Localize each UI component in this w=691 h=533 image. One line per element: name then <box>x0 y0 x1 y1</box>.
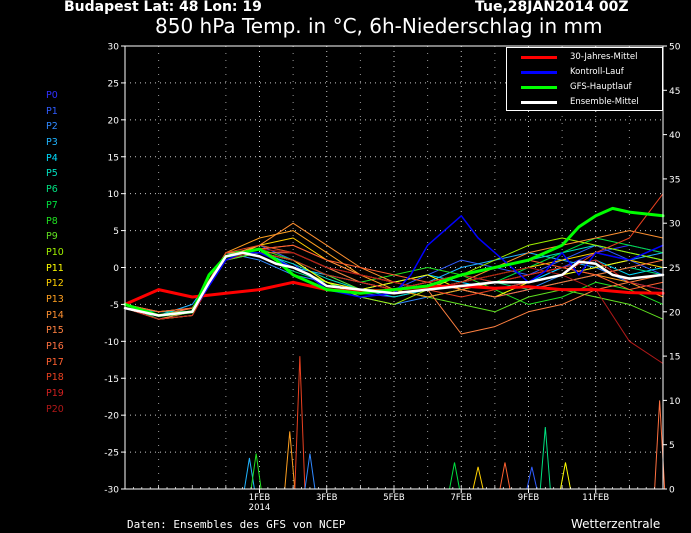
member-label: P3 <box>46 137 58 149</box>
member-label: P18 <box>46 372 64 384</box>
member-label: P4 <box>46 152 58 164</box>
precip-spike <box>284 431 296 490</box>
member-label: P5 <box>46 168 58 180</box>
y-right-tick-label: 20 <box>669 308 681 318</box>
y-left-tick-label: 10 <box>108 190 120 200</box>
precip-spike <box>499 462 511 490</box>
legend: 30-Jahres-Mittel Kontroll-Lauf GFS-Hauptla… <box>506 47 663 111</box>
y-right-tick-label: 50 <box>669 43 681 53</box>
member-label: P2 <box>46 121 58 133</box>
precip-spike <box>304 453 316 490</box>
x-tick-label: 7FEB <box>451 493 473 503</box>
x-tick-label: 9FEB <box>518 493 540 503</box>
x-tick-sublabel: 2014 <box>249 503 271 513</box>
member-label: P0 <box>46 90 58 101</box>
y-left-tick-label: 0 <box>113 264 119 274</box>
legend-entry: GFS-Hauptlauf <box>507 80 662 95</box>
y-left-tick-label: -15 <box>104 375 119 385</box>
member-label: P9 <box>46 231 58 243</box>
precipitation-bars <box>243 356 666 490</box>
y-left-tick-label: 15 <box>108 153 119 163</box>
legend-label: 30-Jahres-Mittel <box>570 52 638 62</box>
precip-spike <box>539 426 551 490</box>
legend-entry: Kontroll-Lauf <box>507 65 662 80</box>
x-tick-label: 5FEB <box>383 493 405 503</box>
y-right-tick-label: 30 <box>669 220 681 230</box>
precip-spike <box>449 462 461 490</box>
grid <box>125 46 663 489</box>
chart-title: 850 hPa Temp. in °C, 6h-Niederschlag in … <box>155 14 603 38</box>
legend-entry: Ensemble-Mittel <box>507 95 662 110</box>
precip-spike <box>250 453 262 490</box>
member-label: P1 <box>46 105 58 117</box>
x-tick-label: 1FEB <box>249 493 271 503</box>
y-left-tick-label: -25 <box>104 449 119 459</box>
y-left-tick-label: -10 <box>104 338 119 348</box>
precip-spike <box>559 462 571 490</box>
ensemble-member-lines <box>124 193 664 364</box>
axes: 302520151050-5-10-15-20-25-3050454035302… <box>104 43 680 514</box>
y-right-tick-label: 15 <box>669 353 680 363</box>
member-label: P12 <box>46 278 64 290</box>
member-label: P20 <box>46 403 64 415</box>
y-left-tick-label: -30 <box>104 486 119 496</box>
member-label: P8 <box>46 215 58 227</box>
brand-label: Wetterzentrale <box>571 517 661 531</box>
x-tick-label: 3FEB <box>316 493 338 503</box>
member-label: P14 <box>46 309 64 321</box>
member-label: P15 <box>46 325 64 337</box>
member-label: P6 <box>46 184 58 196</box>
legend-label: GFS-Hauptlauf <box>570 82 632 92</box>
y-right-tick-label: 0 <box>669 486 675 496</box>
y-left-tick-label: 5 <box>113 227 119 237</box>
member-label: P7 <box>46 199 58 211</box>
y-right-tick-label: 5 <box>669 441 675 451</box>
member-label: P17 <box>46 356 64 368</box>
y-left-tick-label: 30 <box>108 43 120 53</box>
run-date-label: Tue,28JAN2014 00Z <box>475 0 629 15</box>
member-label: P16 <box>46 341 64 352</box>
member-label: P10 <box>46 246 64 258</box>
y-left-tick-label: -20 <box>104 412 119 422</box>
y-left-tick-label: 25 <box>108 79 119 89</box>
member-list: P0 P1 P2 P3 P4 P5 P6 P7 P8 P9 P10 P11 P12 P13 P14 P15 P1… <box>46 88 64 417</box>
member-label: P11 <box>46 262 64 274</box>
legend-entry: 30-Jahres-Mittel <box>507 50 662 65</box>
y-right-tick-label: 10 <box>669 397 681 407</box>
series-line-ensemble-mittel <box>123 251 665 317</box>
y-right-tick-label: 40 <box>669 131 681 141</box>
y-right-tick-label: 25 <box>669 264 680 274</box>
location-label: Budapest Lat: 48 Lon: 19 <box>64 0 262 15</box>
legend-label: Kontroll-Lauf <box>570 67 624 77</box>
y-right-tick-label: 35 <box>669 175 680 185</box>
data-credit: Daten: Ensembles des GFS von NCEP <box>127 518 346 531</box>
y-left-tick-label: 20 <box>108 116 120 126</box>
main-series-lines <box>123 206 665 317</box>
ensemble-member-line <box>124 237 664 320</box>
precip-spike <box>526 466 538 490</box>
y-right-tick-label: 45 <box>669 87 680 97</box>
member-label: P19 <box>46 388 64 400</box>
legend-swatch <box>521 71 557 74</box>
legend-swatch <box>521 86 557 89</box>
member-label: P13 <box>46 293 64 305</box>
legend-swatch <box>521 101 557 104</box>
precip-spike <box>294 356 306 490</box>
legend-swatch <box>521 56 557 59</box>
legend-label: Ensemble-Mittel <box>570 97 639 107</box>
x-tick-label: 11FEB <box>582 493 609 503</box>
y-left-tick-label: -5 <box>110 301 119 311</box>
precip-spike <box>472 466 484 490</box>
